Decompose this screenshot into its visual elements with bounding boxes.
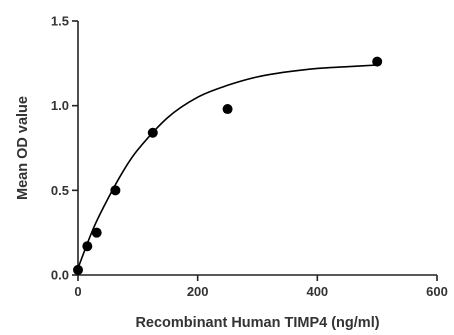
- x-tick-label: 0: [74, 284, 81, 299]
- x-axis-title: Recombinant Human TIMP4 (ng/ml): [135, 315, 379, 331]
- x-ticks: 0 200 400 600: [74, 275, 448, 299]
- data-point: [147, 127, 158, 138]
- axes: [77, 21, 437, 276]
- y-ticks: 0.0 0.5 1.0 1.5: [51, 14, 78, 283]
- x-tick-label: 200: [187, 284, 209, 299]
- data-point: [372, 56, 383, 67]
- data-point: [222, 104, 233, 115]
- y-tick-label: 1.0: [51, 98, 69, 113]
- x-tick-label: 600: [426, 284, 448, 299]
- y-tick-label: 0.5: [51, 183, 69, 198]
- y-axis-title: Mean OD value: [15, 96, 31, 200]
- data-points: [73, 56, 383, 275]
- data-point: [82, 241, 93, 252]
- x-tick-label: 400: [306, 284, 328, 299]
- y-tick-label: 1.5: [51, 14, 69, 29]
- fitted-curve: [77, 64, 378, 269]
- y-tick-label: 0.0: [51, 268, 69, 283]
- data-point: [73, 264, 83, 275]
- data-point: [110, 185, 121, 196]
- data-point: [91, 227, 102, 238]
